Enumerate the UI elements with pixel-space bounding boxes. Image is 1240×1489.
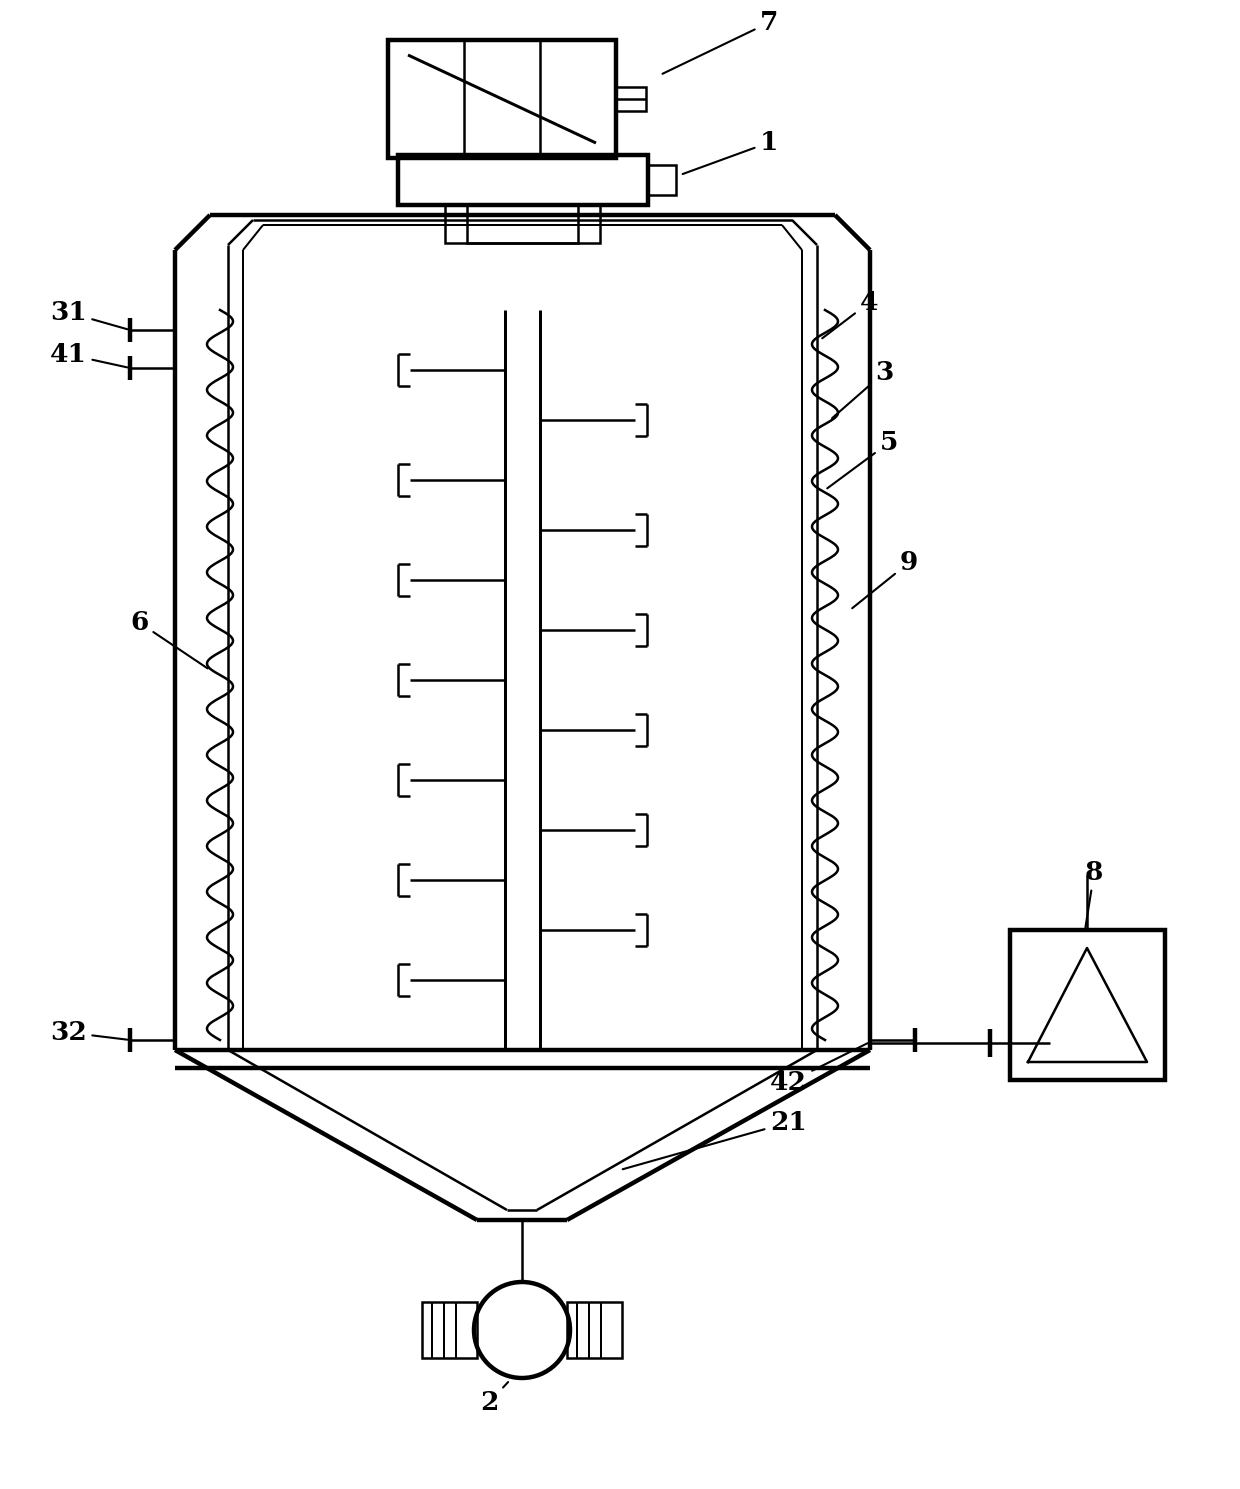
- Bar: [567, 1301, 622, 1358]
- Text: 4: 4: [822, 290, 878, 338]
- Bar: [422, 1301, 477, 1358]
- Text: 7: 7: [662, 10, 779, 74]
- Bar: [649, 165, 676, 195]
- Text: 8: 8: [1085, 861, 1104, 928]
- Text: 42: 42: [770, 1044, 868, 1094]
- Bar: [398, 155, 649, 205]
- Text: 3: 3: [832, 360, 893, 418]
- Text: 6: 6: [130, 610, 207, 669]
- Text: 9: 9: [852, 549, 919, 609]
- Bar: [616, 86, 646, 112]
- Text: 1: 1: [682, 130, 779, 174]
- Bar: [445, 205, 600, 243]
- Text: 2: 2: [480, 1382, 508, 1415]
- Text: 41: 41: [50, 342, 128, 368]
- Bar: [1011, 931, 1166, 1080]
- Text: 5: 5: [827, 430, 898, 488]
- Text: 31: 31: [50, 299, 128, 329]
- Text: 32: 32: [50, 1020, 128, 1045]
- Text: 21: 21: [622, 1109, 807, 1169]
- Bar: [467, 205, 578, 243]
- Bar: [388, 40, 616, 158]
